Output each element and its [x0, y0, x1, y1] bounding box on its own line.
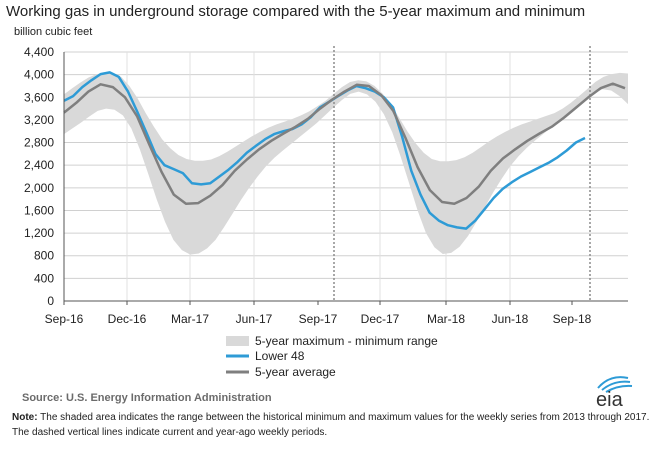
axes [63, 52, 628, 305]
dashed-reference-lines [333, 46, 591, 301]
x-tick-label: Mar-17 [171, 312, 209, 326]
y-tick-label: 0 [47, 294, 54, 308]
y-tick-label: 3,200 [24, 113, 54, 127]
x-tick-label: Mar-18 [427, 312, 465, 326]
y-tick-label: 2,400 [24, 158, 54, 172]
x-tick-labels: Sep-16 Dec-16 Mar-17 Jun-17 Sep-17 Dec-17 Mar-… [45, 312, 592, 326]
source-text: Source: U.S. Energy Information Administ… [22, 392, 272, 404]
y-tick-label: 1,600 [24, 203, 54, 217]
y-tick-label: 4,000 [24, 68, 54, 82]
x-tick-label: Dec-16 [108, 312, 147, 326]
footnote: Note: The shaded area indicates the rang… [12, 410, 658, 440]
eia-logo-text: eia [596, 389, 624, 408]
y-tick-labels: 0 400 800 1,200 1,600 2,000 2,400 2,800 3,200 3,6… [24, 45, 54, 308]
y-tick-label: 1,200 [24, 226, 54, 240]
legend: 5-year maximum - minimum range Lower 48 … [226, 334, 438, 379]
legend-average-label: 5-year average [255, 365, 336, 379]
legend-range-label: 5-year maximum - minimum range [255, 334, 438, 348]
y-axis-label: billion cubic feet [14, 26, 93, 38]
x-tick-label: Sep-18 [553, 312, 592, 326]
x-tick-label: Jun-18 [492, 312, 529, 326]
x-tick-label: Sep-16 [45, 312, 84, 326]
y-tick-label: 2,000 [24, 181, 54, 195]
y-tick-label: 4,400 [24, 45, 54, 59]
range-band [64, 72, 628, 255]
x-tick-label: Sep-17 [299, 312, 338, 326]
legend-lower48-label: Lower 48 [255, 349, 305, 363]
five-year-average-line [63, 82, 626, 205]
legend-range-swatch [226, 336, 249, 346]
y-tick-label: 400 [34, 271, 54, 285]
y-tick-label: 800 [34, 249, 54, 263]
note-label: Note: [12, 412, 38, 423]
x-tick-label: Dec-17 [361, 312, 400, 326]
eia-logo: eia [596, 376, 633, 408]
note-text: The shaded area indicates the range betw… [12, 412, 650, 438]
x-tick-label: Jun-17 [236, 312, 273, 326]
chart-title: Working gas in underground storage compa… [6, 3, 586, 20]
y-tick-label: 2,800 [24, 136, 54, 150]
y-tick-label: 3,600 [24, 90, 54, 104]
